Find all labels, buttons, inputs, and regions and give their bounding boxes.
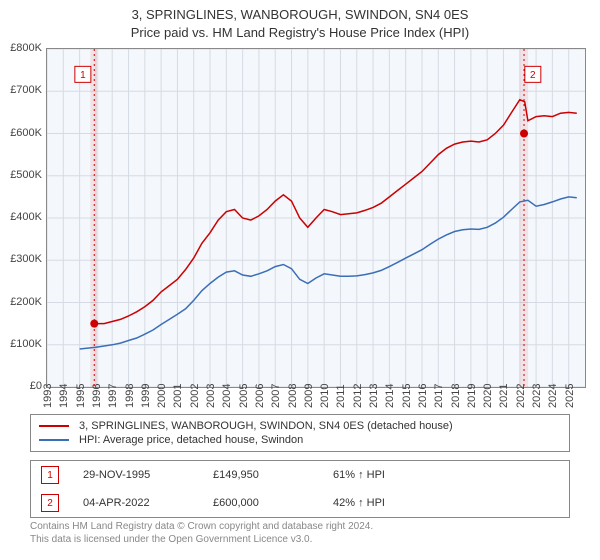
x-tick-label: 2021 — [498, 384, 510, 408]
marker-badge-1: 1 — [41, 466, 59, 484]
y-tick-label: £600K — [10, 127, 42, 139]
y-tick-label: £100K — [10, 338, 42, 350]
x-tick-label: 2013 — [368, 384, 380, 408]
x-tick-label: 2019 — [466, 384, 478, 408]
marker-delta-1: 61% ↑ HPI — [333, 469, 385, 481]
x-tick-label: 2000 — [156, 384, 168, 408]
legend-row-hpi: HPI: Average price, detached house, Swin… — [39, 433, 561, 447]
y-tick-label: £0 — [30, 380, 42, 392]
chart-area: £0£100K£200K£300K£400K£500K£600K£700K£80… — [0, 48, 600, 408]
legend-swatch-property — [39, 425, 69, 427]
marker-num-2: 2 — [47, 498, 53, 509]
x-tick-label: 2016 — [417, 384, 429, 408]
x-tick-label: 2008 — [287, 384, 299, 408]
x-tick-label: 2015 — [401, 384, 413, 408]
x-tick-label: 2002 — [189, 384, 201, 408]
markers-table: 1 29-NOV-1995 £149,950 61% ↑ HPI 2 04-AP… — [30, 460, 570, 518]
x-tick-label: 1994 — [58, 384, 70, 408]
plot-area: 12 — [46, 48, 586, 388]
x-tick-label: 1993 — [42, 384, 54, 408]
y-tick-label: £400K — [10, 211, 42, 223]
x-tick-label: 1998 — [124, 384, 136, 408]
footnote-line-2: This data is licensed under the Open Gov… — [30, 533, 570, 546]
svg-text:2: 2 — [530, 70, 536, 81]
footnote-line-1: Contains HM Land Registry data © Crown c… — [30, 520, 570, 533]
legend-label-property: 3, SPRINGLINES, WANBOROUGH, SWINDON, SN4… — [79, 420, 453, 432]
x-tick-label: 2024 — [547, 384, 559, 408]
x-tick-label: 2001 — [172, 384, 184, 408]
y-tick-label: £800K — [10, 42, 42, 54]
x-tick-label: 2025 — [564, 384, 576, 408]
marker-delta-2: 42% ↑ HPI — [333, 497, 385, 509]
x-axis: 1993199419951996199719981999200020012002… — [46, 388, 586, 408]
marker-row-1: 1 29-NOV-1995 £149,950 61% ↑ HPI — [31, 461, 569, 489]
x-tick-label: 2020 — [482, 384, 494, 408]
marker-price-1: £149,950 — [213, 469, 333, 481]
x-tick-label: 2011 — [335, 384, 347, 408]
chart-container: 3, SPRINGLINES, WANBOROUGH, SWINDON, SN4… — [0, 0, 600, 560]
x-tick-label: 2023 — [531, 384, 543, 408]
x-tick-label: 1999 — [140, 384, 152, 408]
title-block: 3, SPRINGLINES, WANBOROUGH, SWINDON, SN4… — [0, 0, 600, 42]
title-subtitle: Price paid vs. HM Land Registry's House … — [0, 24, 600, 42]
legend-row-property: 3, SPRINGLINES, WANBOROUGH, SWINDON, SN4… — [39, 419, 561, 433]
x-tick-label: 1997 — [107, 384, 119, 408]
marker-date-1: 29-NOV-1995 — [83, 469, 213, 481]
marker-price-2: £600,000 — [213, 497, 333, 509]
legend-label-hpi: HPI: Average price, detached house, Swin… — [79, 434, 303, 446]
x-tick-label: 2018 — [450, 384, 462, 408]
y-axis: £0£100K£200K£300K£400K£500K£600K£700K£80… — [0, 48, 46, 388]
marker-num-1: 1 — [47, 470, 53, 481]
x-tick-label: 2009 — [303, 384, 315, 408]
title-address: 3, SPRINGLINES, WANBOROUGH, SWINDON, SN4… — [0, 6, 600, 24]
x-tick-label: 2022 — [515, 384, 527, 408]
marker-badge-2: 2 — [41, 494, 59, 512]
x-tick-label: 2007 — [270, 384, 282, 408]
x-tick-label: 2003 — [205, 384, 217, 408]
legend-box: 3, SPRINGLINES, WANBOROUGH, SWINDON, SN4… — [30, 414, 570, 452]
legend-swatch-hpi — [39, 439, 69, 441]
footnote: Contains HM Land Registry data © Crown c… — [30, 520, 570, 546]
y-tick-label: £700K — [10, 84, 42, 96]
x-tick-label: 1996 — [91, 384, 103, 408]
x-tick-label: 1995 — [75, 384, 87, 408]
x-tick-label: 2005 — [238, 384, 250, 408]
y-tick-label: £500K — [10, 169, 42, 181]
x-tick-label: 2012 — [352, 384, 364, 408]
y-tick-label: £300K — [10, 253, 42, 265]
x-tick-label: 2004 — [221, 384, 233, 408]
plot-svg: 12 — [47, 49, 585, 387]
y-tick-label: £200K — [10, 296, 42, 308]
x-tick-label: 2014 — [384, 384, 396, 408]
marker-date-2: 04-APR-2022 — [83, 497, 213, 509]
x-tick-label: 2006 — [254, 384, 266, 408]
svg-text:1: 1 — [80, 70, 86, 81]
x-tick-label: 2010 — [319, 384, 331, 408]
marker-row-2: 2 04-APR-2022 £600,000 42% ↑ HPI — [31, 489, 569, 517]
x-tick-label: 2017 — [433, 384, 445, 408]
